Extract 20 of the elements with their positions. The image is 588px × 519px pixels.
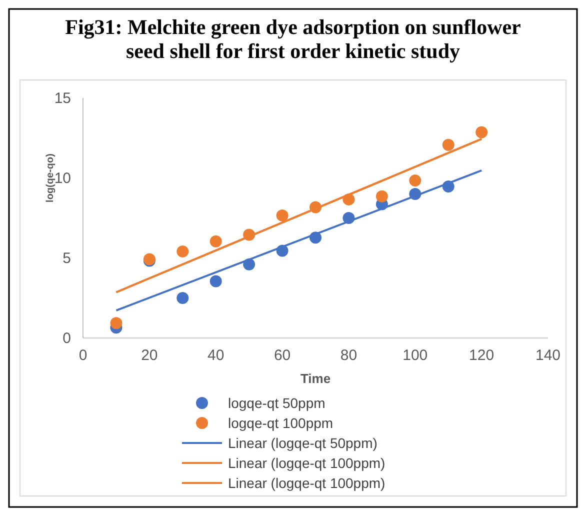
x-tick-label: 140 [535, 347, 561, 364]
x-axis-title: Time [300, 371, 331, 386]
y-tick-label: 10 [54, 170, 71, 187]
y-tick-label: 0 [62, 330, 71, 347]
x-tick-label: 100 [402, 347, 428, 364]
x-tick-label: 80 [340, 347, 358, 364]
legend-label: logqe-qt 50ppm [228, 395, 326, 411]
x-tick-label: 0 [78, 347, 88, 364]
legend-label: Linear (logqe-qt 50ppm) [228, 435, 378, 451]
y-axis-title: log(qe-qo) [45, 154, 56, 202]
y-tick-label: 15 [54, 90, 71, 107]
x-tick-label: 40 [208, 347, 224, 364]
chart-title: Fig31: Melchite green dye adsorption on sunflower seed shell for first order kinetic study [65, 15, 521, 63]
legend-label: logqe-qt 100ppm [228, 415, 334, 431]
y-tick-label: 5 [62, 250, 71, 267]
x-tick-label: 20 [141, 347, 158, 364]
legend-label: Linear (logqe-qt 100ppm) [228, 475, 386, 491]
legend-label: Linear (logqe-qt 100ppm) [228, 455, 386, 471]
x-tick-label: 60 [274, 347, 291, 364]
x-tick-label: 120 [469, 347, 494, 364]
